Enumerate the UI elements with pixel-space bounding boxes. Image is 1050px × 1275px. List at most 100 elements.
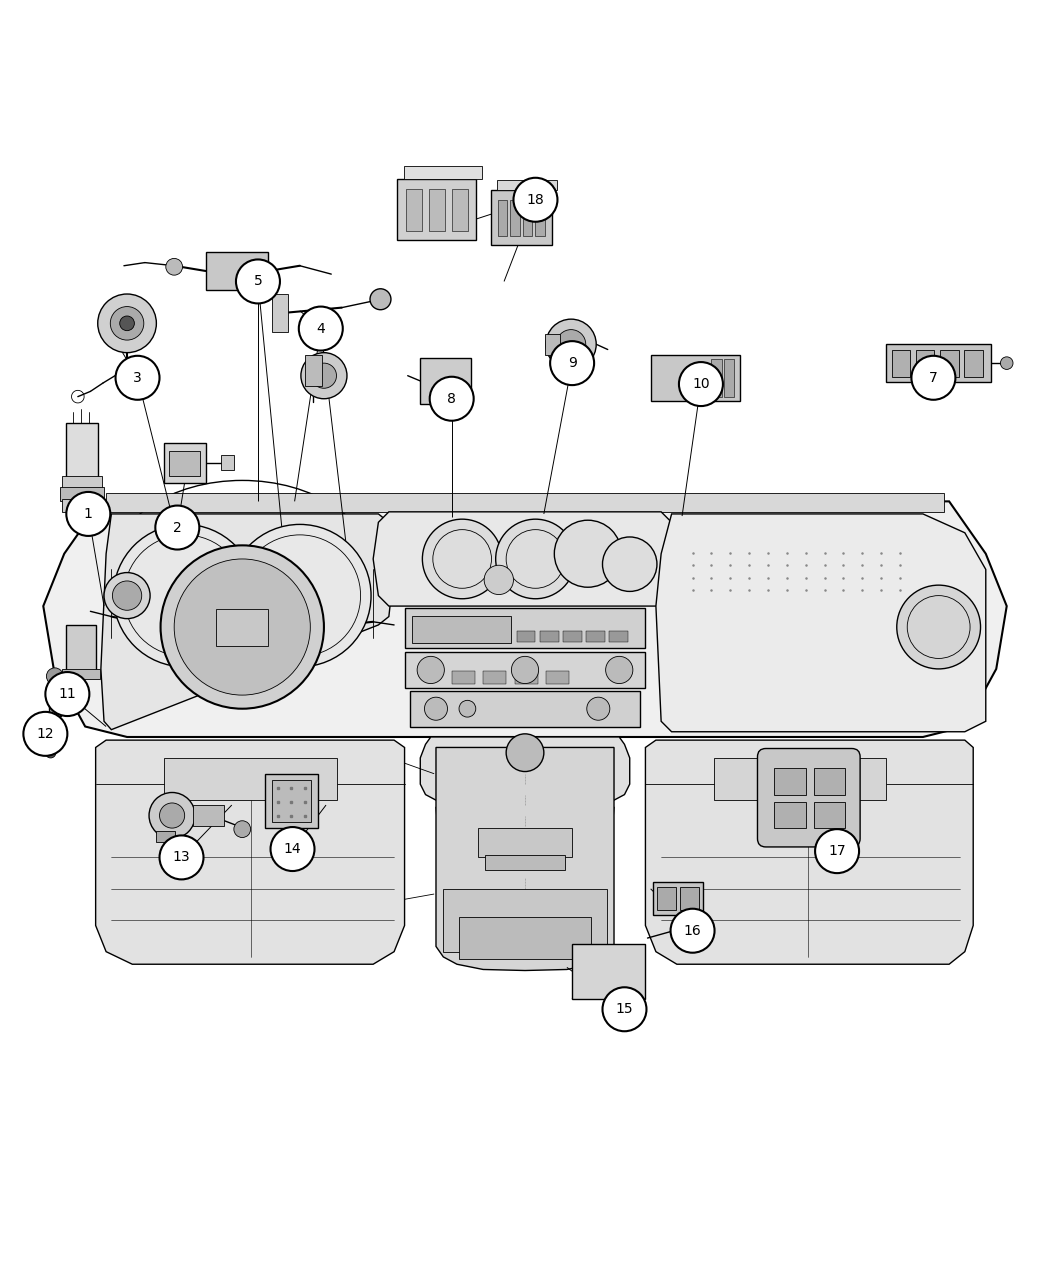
Bar [497, 180, 558, 190]
Circle shape [116, 356, 160, 400]
Bar [586, 631, 605, 641]
Circle shape [299, 306, 342, 351]
Bar [206, 252, 269, 289]
Circle shape [506, 734, 544, 771]
Bar [651, 354, 739, 400]
Circle shape [429, 376, 474, 421]
Circle shape [172, 583, 197, 608]
Circle shape [417, 657, 444, 683]
Circle shape [110, 306, 144, 340]
Bar [498, 200, 507, 236]
Circle shape [815, 829, 859, 873]
Circle shape [45, 747, 56, 757]
Bar [443, 889, 607, 951]
Circle shape [513, 177, 558, 222]
Bar [193, 805, 225, 826]
Bar [572, 945, 646, 998]
Bar [420, 358, 470, 404]
Circle shape [654, 365, 681, 391]
Bar [540, 631, 559, 641]
Circle shape [234, 821, 251, 838]
Bar [517, 631, 536, 641]
Circle shape [229, 524, 371, 667]
Circle shape [46, 668, 63, 685]
Bar [563, 631, 582, 641]
Circle shape [603, 537, 657, 592]
Circle shape [681, 365, 709, 391]
Bar [405, 189, 422, 231]
Text: 15: 15 [615, 1002, 633, 1016]
Circle shape [484, 565, 513, 594]
Bar [459, 917, 591, 959]
Circle shape [671, 909, 715, 952]
Bar [916, 349, 934, 376]
Bar [169, 451, 201, 477]
Circle shape [438, 374, 453, 389]
Text: 3: 3 [133, 371, 142, 385]
Bar [940, 349, 959, 376]
Circle shape [160, 803, 185, 827]
Bar [66, 625, 96, 671]
Bar [680, 886, 699, 910]
Circle shape [149, 793, 195, 839]
Text: 14: 14 [284, 842, 301, 856]
Circle shape [312, 363, 336, 389]
Bar [485, 856, 565, 870]
Bar [60, 487, 104, 501]
Bar [545, 334, 560, 354]
Bar [774, 769, 805, 794]
Circle shape [23, 711, 67, 756]
Bar [66, 423, 98, 481]
Polygon shape [646, 740, 973, 964]
Circle shape [554, 520, 622, 588]
Bar [397, 179, 476, 240]
Polygon shape [373, 511, 677, 606]
Bar [609, 631, 628, 641]
Circle shape [662, 371, 674, 384]
Polygon shape [436, 807, 614, 884]
Circle shape [112, 581, 142, 611]
Bar [510, 200, 520, 236]
Text: 16: 16 [684, 923, 701, 937]
Bar [483, 671, 506, 683]
Bar [216, 609, 269, 646]
Circle shape [160, 835, 204, 880]
Circle shape [428, 365, 462, 398]
Circle shape [68, 629, 93, 654]
Circle shape [689, 371, 701, 384]
Circle shape [98, 295, 156, 353]
Polygon shape [43, 501, 1007, 737]
Bar [546, 671, 569, 683]
Bar [306, 354, 322, 386]
Bar [478, 827, 572, 857]
Bar [814, 802, 845, 827]
Text: 2: 2 [173, 520, 182, 534]
Bar [452, 671, 475, 683]
Circle shape [120, 316, 134, 330]
Bar [714, 757, 886, 799]
Bar [964, 349, 983, 376]
Polygon shape [420, 737, 630, 842]
Bar [62, 669, 100, 680]
Bar [657, 886, 676, 910]
Bar [886, 344, 991, 382]
Bar [712, 360, 722, 397]
Bar [272, 295, 289, 332]
Bar [891, 349, 910, 376]
Circle shape [897, 585, 981, 669]
Circle shape [496, 519, 575, 599]
Text: 5: 5 [254, 274, 262, 288]
Circle shape [174, 558, 311, 695]
Bar [428, 189, 445, 231]
Text: 8: 8 [447, 391, 456, 405]
Text: 10: 10 [692, 377, 710, 391]
Bar [156, 831, 175, 842]
Circle shape [550, 342, 594, 385]
Circle shape [288, 583, 313, 608]
Bar [523, 200, 532, 236]
Circle shape [459, 700, 476, 717]
Circle shape [66, 492, 110, 536]
Bar [491, 190, 552, 245]
Circle shape [370, 288, 391, 310]
Circle shape [679, 362, 723, 405]
